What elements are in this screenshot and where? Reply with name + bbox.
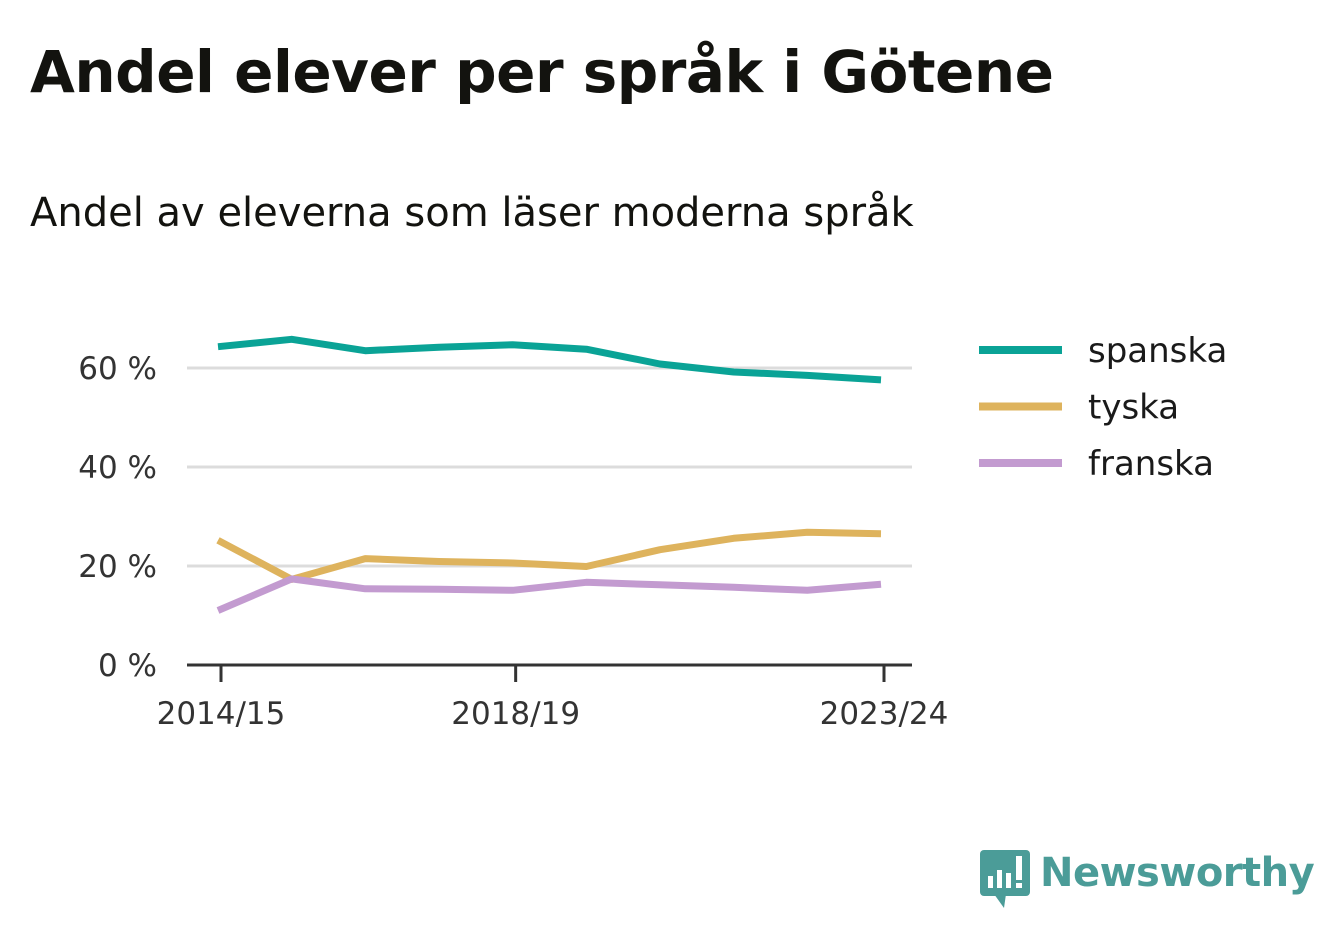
- y-tick-label: 60 %: [78, 351, 157, 387]
- legend-label-spanska: spanska: [1088, 331, 1227, 371]
- y-tick-label: 40 %: [78, 450, 157, 486]
- legend-label-franska: franska: [1088, 444, 1214, 484]
- logo-text: Newsworthy: [1040, 850, 1315, 896]
- series-line-tyska: [216, 528, 882, 583]
- gridlines: [187, 366, 912, 568]
- legend-label-tyska: tyska: [1088, 388, 1179, 428]
- series-line-franska: [216, 575, 882, 614]
- y-tick-label: 0 %: [98, 648, 157, 684]
- x-tick-label: 2014/15: [157, 696, 286, 732]
- newsworthy-logo: Newsworthy: [980, 850, 1315, 912]
- series-line-spanska: [217, 335, 882, 384]
- x-tick-label: 2023/24: [820, 696, 949, 732]
- newsworthy-logo-icon: [980, 850, 1030, 908]
- x-tick-label: 2018/19: [451, 696, 580, 732]
- chart-subtitle: Andel av eleverna som läser moderna språ…: [30, 190, 914, 236]
- series-lines: [216, 335, 882, 614]
- axes: 0 % 20 % 40 % 60 % 2014/15 2018/19 2023/24: [78, 351, 948, 732]
- y-tick-label: 20 %: [78, 549, 157, 585]
- legend: spanska tyska franska: [979, 331, 1227, 484]
- chart-title: Andel elever per språk i Götene: [30, 38, 1054, 106]
